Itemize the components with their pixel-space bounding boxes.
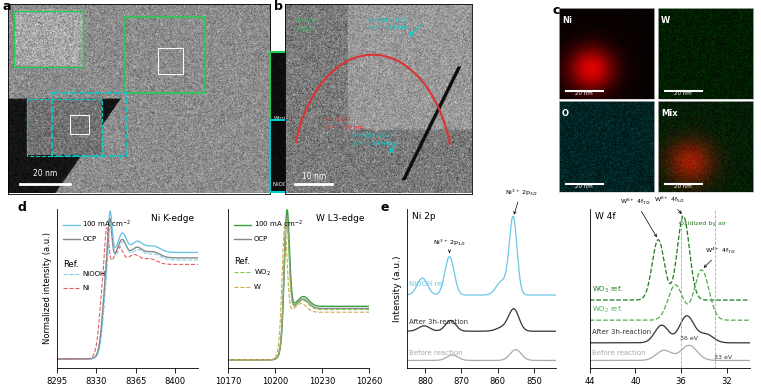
Text: (311): (311) xyxy=(319,66,334,71)
Text: NiOOH (101): NiOOH (101) xyxy=(354,133,393,138)
Text: Ni 2p: Ni 2p xyxy=(412,212,435,221)
Text: d: d xyxy=(18,201,27,214)
Text: Ni: Ni xyxy=(82,285,90,291)
Text: W 4f: W 4f xyxy=(594,212,615,221)
Text: 20 nm: 20 nm xyxy=(33,169,58,178)
Text: Ref.: Ref. xyxy=(234,257,250,265)
Text: d = 0.20 nm: d = 0.20 nm xyxy=(326,125,364,130)
Text: W$_{17}$O$_{47}$: W$_{17}$O$_{47}$ xyxy=(295,16,319,25)
Text: (101): (101) xyxy=(295,27,311,32)
Bar xyxy=(71,115,89,134)
Text: sat.: sat. xyxy=(0,386,1,387)
Text: W$^{6+}$ 4f$_{7/2}$: W$^{6+}$ 4f$_{7/2}$ xyxy=(620,197,657,236)
Text: W$^{4+}$ 4f$_{7/2}$: W$^{4+}$ 4f$_{7/2}$ xyxy=(704,246,737,267)
Text: NiOOH: NiOOH xyxy=(82,271,106,277)
Text: WO$_2$ ref.: WO$_2$ ref. xyxy=(592,305,623,315)
Text: sat.: sat. xyxy=(0,386,1,387)
Text: Ni: Ni xyxy=(562,16,572,25)
Y-axis label: Intensity (a.u.): Intensity (a.u.) xyxy=(393,255,402,322)
Text: OCP: OCP xyxy=(253,236,268,242)
Text: Ni (101): Ni (101) xyxy=(326,117,351,122)
Y-axis label: Normalized intensity (a.u.): Normalized intensity (a.u.) xyxy=(43,232,52,344)
Text: After 3h-reaction: After 3h-reaction xyxy=(592,329,651,335)
Text: 36 eV: 36 eV xyxy=(680,336,698,341)
Text: c: c xyxy=(552,4,560,17)
Text: Mix: Mix xyxy=(661,109,677,118)
Text: W$^{6+}$ 4f$_{5/2}$: W$^{6+}$ 4f$_{5/2}$ xyxy=(654,195,685,214)
Text: b: b xyxy=(274,0,283,13)
Text: Before reaction: Before reaction xyxy=(409,350,463,356)
Text: NiOOH ref.: NiOOH ref. xyxy=(409,281,446,288)
Text: a: a xyxy=(2,0,11,13)
Text: Ni$^{3+}$ 2p$_{1/2}$: Ni$^{3+}$ 2p$_{1/2}$ xyxy=(433,237,466,252)
Text: e: e xyxy=(380,201,389,214)
Text: d = 0.24 nm: d = 0.24 nm xyxy=(354,140,391,146)
Bar xyxy=(123,17,205,92)
Text: Ni$^{3+}$ 2p$_{3/2}$: Ni$^{3+}$ 2p$_{3/2}$ xyxy=(505,187,538,214)
Bar xyxy=(52,92,126,156)
Text: 100 mA cm$^{-2}$: 100 mA cm$^{-2}$ xyxy=(82,219,132,231)
Text: OCP: OCP xyxy=(82,236,97,242)
Text: Before reaction: Before reaction xyxy=(592,350,645,356)
Text: W: W xyxy=(253,284,260,290)
Bar xyxy=(27,99,102,156)
Text: W L3-edge: W L3-edge xyxy=(317,214,365,223)
Text: 20 nm: 20 nm xyxy=(674,184,692,189)
Text: 100 mA cm$^{-2}$: 100 mA cm$^{-2}$ xyxy=(253,219,303,231)
Text: NiOOH [0 1 0]: NiOOH [0 1 0] xyxy=(272,182,311,187)
Text: 10 nm: 10 nm xyxy=(301,172,326,181)
Text: O: O xyxy=(562,109,569,118)
Text: NiOOH (101): NiOOH (101) xyxy=(370,18,408,23)
Text: 20 nm: 20 nm xyxy=(575,184,593,189)
Text: Ref.: Ref. xyxy=(62,260,78,269)
Text: 20 nm: 20 nm xyxy=(575,91,593,96)
Bar xyxy=(14,10,83,67)
Text: Oxidized by air: Oxidized by air xyxy=(679,221,726,226)
Text: After 3h-reaction: After 3h-reaction xyxy=(409,319,468,325)
Text: 20 nm: 20 nm xyxy=(674,91,692,96)
Text: (222): (222) xyxy=(291,70,307,75)
Text: WO$_3$ ref.: WO$_3$ ref. xyxy=(592,285,623,295)
Text: W: W xyxy=(661,16,670,25)
Text: 33 eV: 33 eV xyxy=(714,355,732,360)
Text: d = 0.24 nm: d = 0.24 nm xyxy=(370,26,407,31)
Bar xyxy=(158,48,183,74)
Text: WO$_2$: WO$_2$ xyxy=(253,267,271,277)
Text: Ni K-edge: Ni K-edge xyxy=(151,214,193,223)
Text: W$_{17}$O$_{47}$ [0 $\bar{1}$ 1]: W$_{17}$O$_{47}$ [0 $\bar{1}$ 1] xyxy=(272,113,314,123)
Text: (003): (003) xyxy=(288,141,302,146)
Text: (101): (101) xyxy=(296,163,311,168)
